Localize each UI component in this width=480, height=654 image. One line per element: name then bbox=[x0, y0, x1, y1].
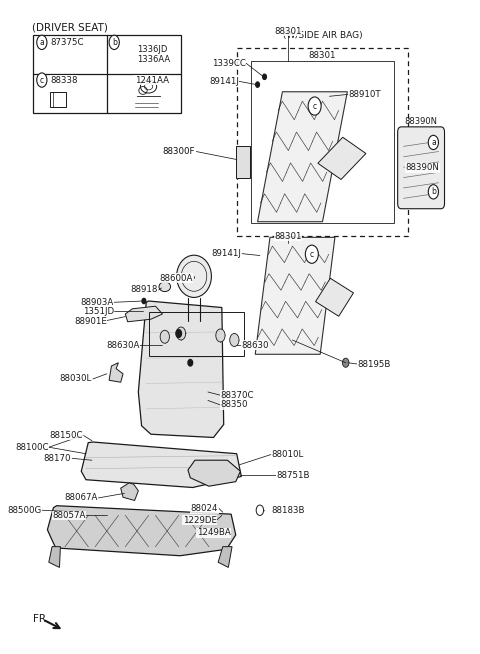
Text: c: c bbox=[310, 250, 314, 259]
Text: 88057A: 88057A bbox=[52, 511, 86, 520]
Text: (DRIVER SEAT): (DRIVER SEAT) bbox=[32, 23, 108, 33]
Text: 88600A: 88600A bbox=[159, 274, 192, 283]
FancyBboxPatch shape bbox=[397, 127, 444, 209]
Circle shape bbox=[176, 327, 186, 340]
Text: a: a bbox=[431, 138, 436, 147]
Text: 88630: 88630 bbox=[241, 341, 269, 350]
Text: 1336JD: 1336JD bbox=[137, 45, 168, 54]
Text: c: c bbox=[312, 101, 317, 111]
Text: b: b bbox=[112, 38, 117, 47]
Polygon shape bbox=[125, 306, 162, 322]
Polygon shape bbox=[138, 301, 224, 438]
Text: 88183B: 88183B bbox=[272, 506, 305, 515]
Text: 88301: 88301 bbox=[274, 27, 301, 36]
Polygon shape bbox=[218, 547, 232, 568]
Polygon shape bbox=[315, 278, 353, 317]
Ellipse shape bbox=[159, 282, 170, 292]
Circle shape bbox=[160, 330, 169, 343]
Polygon shape bbox=[318, 137, 366, 179]
Text: 1339CC: 1339CC bbox=[212, 59, 246, 67]
Text: 88500G: 88500G bbox=[8, 506, 42, 515]
Text: 88150C: 88150C bbox=[49, 431, 83, 440]
Text: 88300F: 88300F bbox=[162, 147, 195, 156]
Text: b: b bbox=[431, 187, 436, 196]
Text: 88370C: 88370C bbox=[220, 390, 254, 400]
Text: 88301: 88301 bbox=[274, 232, 301, 241]
Text: 1249BA: 1249BA bbox=[197, 528, 230, 538]
Text: 88751B: 88751B bbox=[276, 471, 310, 479]
Text: (W/SIDE AIR BAG): (W/SIDE AIR BAG) bbox=[283, 31, 362, 40]
Text: 89141J: 89141J bbox=[212, 249, 241, 258]
Text: 1336AA: 1336AA bbox=[137, 55, 170, 64]
Polygon shape bbox=[81, 442, 241, 487]
Circle shape bbox=[428, 135, 439, 150]
Polygon shape bbox=[188, 460, 240, 486]
Text: 88630A: 88630A bbox=[106, 341, 139, 350]
Text: 88301: 88301 bbox=[309, 52, 336, 60]
Circle shape bbox=[37, 73, 47, 87]
Bar bbox=[33, 35, 181, 112]
Text: 1351JD: 1351JD bbox=[83, 307, 114, 316]
Polygon shape bbox=[258, 92, 348, 222]
Text: 88100C: 88100C bbox=[15, 443, 49, 452]
Text: 88010L: 88010L bbox=[272, 450, 304, 459]
Polygon shape bbox=[255, 237, 335, 354]
Bar bbox=[50, 92, 66, 107]
Circle shape bbox=[428, 184, 439, 199]
Text: 1229DE: 1229DE bbox=[183, 515, 217, 525]
Text: 88903A: 88903A bbox=[81, 298, 114, 307]
Circle shape bbox=[37, 35, 47, 50]
Text: c: c bbox=[40, 76, 44, 84]
Text: a: a bbox=[39, 38, 44, 47]
Polygon shape bbox=[49, 547, 60, 568]
Text: 88390N: 88390N bbox=[405, 164, 439, 172]
Text: 88918: 88918 bbox=[131, 285, 158, 294]
Circle shape bbox=[188, 360, 192, 366]
Text: 88195B: 88195B bbox=[357, 360, 391, 369]
Circle shape bbox=[142, 298, 146, 303]
Circle shape bbox=[216, 329, 225, 342]
Text: 88338: 88338 bbox=[50, 76, 78, 84]
Circle shape bbox=[308, 97, 321, 115]
Ellipse shape bbox=[177, 255, 211, 298]
Text: FR.: FR. bbox=[34, 614, 49, 625]
Text: 88170: 88170 bbox=[44, 454, 71, 463]
Circle shape bbox=[305, 245, 318, 264]
Circle shape bbox=[263, 74, 266, 79]
Polygon shape bbox=[48, 506, 236, 556]
Text: 88901E: 88901E bbox=[74, 317, 107, 326]
Text: 1241AA: 1241AA bbox=[134, 76, 168, 84]
Text: 88300F: 88300F bbox=[162, 147, 195, 156]
Text: 88030L: 88030L bbox=[60, 375, 92, 383]
Circle shape bbox=[256, 82, 259, 87]
Text: 88910T: 88910T bbox=[348, 90, 381, 99]
Text: 88024: 88024 bbox=[191, 504, 218, 513]
Text: 89141J: 89141J bbox=[209, 77, 239, 86]
Circle shape bbox=[176, 330, 181, 337]
Circle shape bbox=[342, 358, 349, 368]
Bar bbox=[251, 61, 395, 223]
Text: 87375C: 87375C bbox=[50, 38, 84, 47]
Bar bbox=[237, 48, 408, 236]
Bar bbox=[148, 312, 244, 356]
Circle shape bbox=[230, 334, 239, 347]
Text: 88350: 88350 bbox=[220, 400, 248, 409]
Bar bbox=[236, 146, 250, 177]
Polygon shape bbox=[120, 483, 138, 500]
Text: 88067A: 88067A bbox=[64, 493, 97, 502]
Circle shape bbox=[109, 35, 120, 50]
Text: 88390N: 88390N bbox=[405, 116, 438, 126]
Polygon shape bbox=[109, 363, 123, 382]
